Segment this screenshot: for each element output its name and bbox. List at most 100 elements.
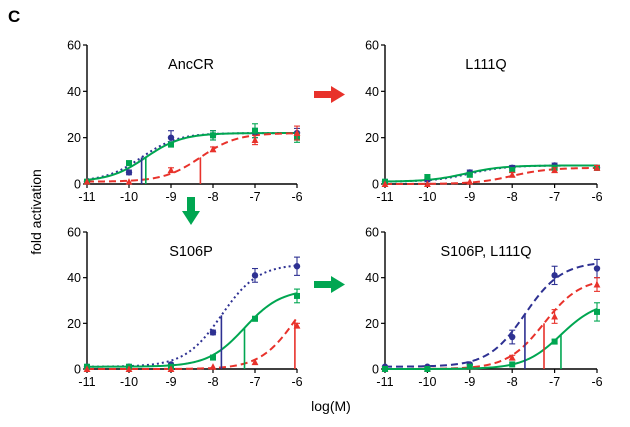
- x-tick-label: -11: [78, 375, 95, 389]
- data-point-green: [210, 354, 216, 361]
- data-point-green: [509, 167, 516, 174]
- panel-s106p: 0 20 40 60 -11 -10 -9 -8 -7 -6 S106P: [67, 226, 303, 390]
- x-tick-label: -6: [591, 190, 602, 204]
- data-point-red: [167, 365, 175, 372]
- series-curve-blue: [86, 264, 298, 368]
- series-curve-red: [86, 132, 298, 183]
- panel-title: AncCR: [168, 57, 214, 73]
- panel-letter: C: [8, 7, 20, 26]
- x-tick-label: -11: [376, 190, 393, 204]
- y-tick-label: 60: [365, 39, 379, 53]
- data-point-green: [509, 361, 516, 368]
- panel-title: L111Q: [465, 57, 506, 73]
- down-arrow-head: [182, 211, 200, 225]
- data-point-blue: [593, 265, 601, 272]
- x-tick-label: -8: [507, 375, 518, 389]
- data-point-red: [551, 312, 558, 320]
- data-point-green: [382, 366, 388, 372]
- data-point-green: [294, 292, 300, 299]
- right-arrow-bottom-shaft: [314, 281, 332, 288]
- data-point-green: [126, 160, 132, 167]
- y-tick-label: 0: [372, 363, 379, 377]
- data-point-green: [424, 174, 431, 181]
- data-point-red: [209, 145, 217, 153]
- y-tick-label: 0: [74, 363, 81, 377]
- x-tick-label: -8: [507, 190, 518, 204]
- x-tick-label: -6: [591, 375, 602, 389]
- x-tick-label: -8: [207, 190, 218, 204]
- x-tick-label: -7: [249, 375, 260, 389]
- data-point-green: [210, 132, 216, 139]
- data-point-red: [251, 358, 259, 366]
- data-point-red: [508, 353, 516, 361]
- panel-anccr: 0 20 40 60 -11 -10 -9 -8 -7 -6 AncCR: [67, 39, 303, 205]
- x-tick-label: -11: [376, 375, 393, 389]
- y-tick-label: 60: [365, 226, 379, 240]
- data-point-green: [424, 366, 431, 372]
- y-tick-label: 40: [67, 271, 81, 285]
- data-point-red: [83, 178, 91, 185]
- data-point-blue: [125, 169, 133, 176]
- x-tick-label: -7: [549, 375, 560, 389]
- data-point-blue: [509, 333, 516, 341]
- x-tick-label: -6: [291, 190, 302, 204]
- data-point-green: [466, 363, 473, 370]
- series-curve-green: [384, 164, 597, 183]
- data-point-green: [252, 127, 258, 134]
- right-arrow-bottom-icon: [314, 276, 345, 293]
- right-arrow-top-icon: [314, 86, 345, 103]
- right-arrow-top-shaft: [314, 91, 332, 98]
- x-tick-label: -10: [418, 375, 436, 389]
- x-tick-label: -9: [464, 375, 475, 389]
- x-tick-label: -7: [249, 190, 260, 204]
- data-point-red: [381, 180, 389, 187]
- x-tick-label: -9: [165, 190, 176, 204]
- y-tick-label: 20: [365, 131, 379, 145]
- right-arrow-top-head: [331, 86, 345, 103]
- y-tick-label: 20: [365, 317, 379, 331]
- x-tick-label: -9: [464, 190, 475, 204]
- x-tick-label: -9: [165, 375, 176, 389]
- data-point-red: [209, 363, 217, 370]
- data-point-red: [551, 166, 558, 174]
- x-tick-label: -7: [549, 190, 560, 204]
- right-arrow-bottom-head: [331, 276, 345, 293]
- down-arrow-shaft: [187, 197, 195, 211]
- y-tick-label: 40: [365, 85, 379, 99]
- data-point-red: [508, 171, 516, 178]
- data-point-red: [125, 365, 133, 372]
- y-tick-label: 40: [67, 85, 81, 99]
- x-tick-label: -10: [120, 375, 138, 389]
- x-tick-label: -8: [207, 375, 218, 389]
- data-point-blue: [251, 272, 259, 279]
- series-curve-red: [385, 166, 598, 185]
- data-point-green: [252, 315, 258, 322]
- panel-title: S106P: [169, 244, 213, 260]
- y-tick-label: 60: [67, 226, 81, 240]
- data-point-blue: [551, 272, 558, 279]
- data-point-blue: [167, 134, 175, 141]
- data-point-red: [167, 166, 175, 174]
- data-point-blue: [209, 329, 217, 336]
- x-tick-label: -11: [78, 190, 95, 204]
- series-curve-blue: [385, 262, 598, 368]
- data-point-red: [593, 164, 601, 171]
- y-axis-label: fold activation: [28, 169, 44, 255]
- data-point-green: [466, 171, 473, 178]
- data-point-red: [83, 365, 91, 372]
- y-tick-label: 60: [67, 39, 81, 53]
- series-curve-green: [87, 292, 298, 368]
- data-point-red: [424, 180, 431, 187]
- data-point-green: [594, 308, 600, 315]
- panel-title: S106P, L111Q: [440, 244, 531, 260]
- y-tick-label: 0: [74, 178, 81, 192]
- data-point-red: [293, 129, 301, 137]
- panel-s106p-l111q: 0 20 40 60 -11 -10 -9 -8 -7 -6 S106P, L111Q: [365, 226, 603, 390]
- x-tick-label: -10: [120, 190, 138, 204]
- panel-l111q: 0 20 40 60 -11 -10 -9 -8 -7 -6 L111Q: [365, 39, 603, 205]
- data-point-red: [293, 322, 301, 329]
- y-tick-label: 20: [67, 131, 81, 145]
- data-point-red: [125, 178, 133, 185]
- data-point-red: [251, 136, 259, 143]
